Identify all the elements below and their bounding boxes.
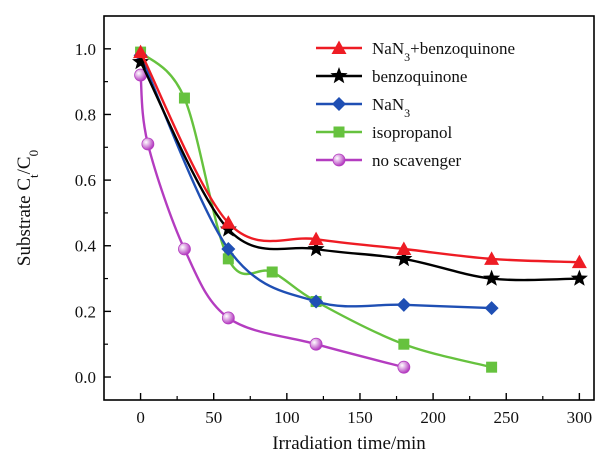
legend-marker-triangle: [331, 40, 347, 54]
x-tick-label: 50: [205, 408, 222, 427]
series-isopropanol: [135, 46, 498, 373]
y-axis-title-main: Substrate C: [14, 178, 35, 266]
legend-label: NaN3: [372, 95, 410, 120]
legend-marker-circle: [332, 153, 346, 167]
y-tick-label: 0.2: [75, 302, 96, 321]
legend-label: benzoquinone: [372, 67, 467, 86]
legend-label: isopropanol: [372, 123, 453, 142]
series-layer: [132, 44, 588, 374]
y-tick-label: 0.8: [75, 105, 96, 124]
data-point-benzoquinone: [132, 52, 150, 70]
y-axis-title-sub-0: 0: [26, 150, 41, 157]
legend: NaN3+benzoquinone benzoquinone NaN3 isoprop…: [316, 39, 515, 170]
data-point-no-scavenger: [221, 311, 235, 325]
data-point-no-scavenger: [309, 337, 323, 351]
legend-label: NaN3+benzoquinone: [372, 39, 515, 64]
legend-item-nan3-benzoquinone: NaN3+benzoquinone: [316, 39, 515, 64]
x-tick-label: 100: [274, 408, 300, 427]
legend-item-benzoquinone: benzoquinone: [316, 67, 467, 86]
y-tick-label: 0.6: [75, 171, 96, 190]
plot-frame: [103, 15, 595, 401]
data-point-benzoquinone: [483, 269, 501, 286]
data-point-nan3-benzoquinone: [396, 241, 412, 256]
x-axis-title: Irradiation time/min: [272, 433, 426, 454]
legend-marker-diamond: [332, 97, 346, 111]
series-benzoquinone: [132, 52, 588, 286]
data-point-benzoquinone: [395, 249, 413, 267]
legend-item-no-scavenger: no scavenger: [316, 151, 462, 170]
x-tick-label: 0: [136, 408, 145, 427]
data-point-nan3: [221, 242, 236, 257]
series-no-scavenger: [134, 68, 411, 374]
data-point-isopropanol: [398, 338, 410, 350]
data-point-nan3-benzoquinone: [571, 254, 587, 269]
data-point-benzoquinone: [307, 240, 325, 257]
data-point-nan3: [484, 301, 499, 316]
data-point-nan3: [396, 297, 411, 312]
data-point-nan3-benzoquinone: [220, 215, 236, 229]
data-point-no-scavenger: [178, 242, 191, 256]
x-tick-label: 250: [493, 408, 519, 427]
y-tick-label: 1.0: [75, 40, 96, 59]
x-tick-label: 200: [420, 408, 446, 427]
data-point-nan3-benzoquinone: [484, 251, 500, 265]
legend-label: no scavenger: [372, 151, 462, 170]
data-point-nan3-benzoquinone: [133, 44, 149, 59]
y-axis-title-sep: /C: [14, 156, 35, 174]
data-point-isopropanol: [266, 266, 278, 278]
data-point-nan3-benzoquinone: [308, 231, 324, 246]
axis-ticks: 0 50 100 150 200 250 300 0.0 0.2 0.4 0.6 0.8 1.0: [75, 40, 592, 427]
legend-item-nan3: NaN3: [316, 95, 410, 120]
y-tick-label: 0.0: [75, 368, 96, 387]
series-nan3-benzoquinone: [133, 44, 587, 269]
y-axis-title-sub-t: t: [26, 174, 41, 178]
x-tick-label: 300: [567, 408, 593, 427]
data-point-no-scavenger: [397, 360, 411, 374]
data-point-isopropanol: [486, 361, 498, 373]
legend-item-isopropanol: isopropanol: [316, 123, 453, 142]
y-axis-title: Substrate Ct/C0: [14, 150, 41, 266]
data-point-isopropanol: [222, 253, 234, 265]
series-line-nan3-benzoquinone: [139, 51, 580, 264]
y-tick-label: 0.4: [75, 237, 97, 256]
series-nan3: [133, 48, 499, 316]
legend-marker-square: [333, 126, 345, 138]
series-line-nan3: [139, 54, 492, 310]
data-point-no-scavenger: [141, 137, 155, 151]
x-tick-label: 150: [347, 408, 373, 427]
data-point-nan3: [309, 294, 324, 309]
legend-marker-star: [330, 67, 348, 84]
series-line-benzoquinone: [139, 61, 580, 282]
data-point-isopropanol: [178, 92, 190, 104]
data-point-benzoquinone: [570, 269, 588, 286]
series-line-isopropanol: [139, 51, 492, 369]
series-line-no-scavenger: [139, 74, 405, 369]
